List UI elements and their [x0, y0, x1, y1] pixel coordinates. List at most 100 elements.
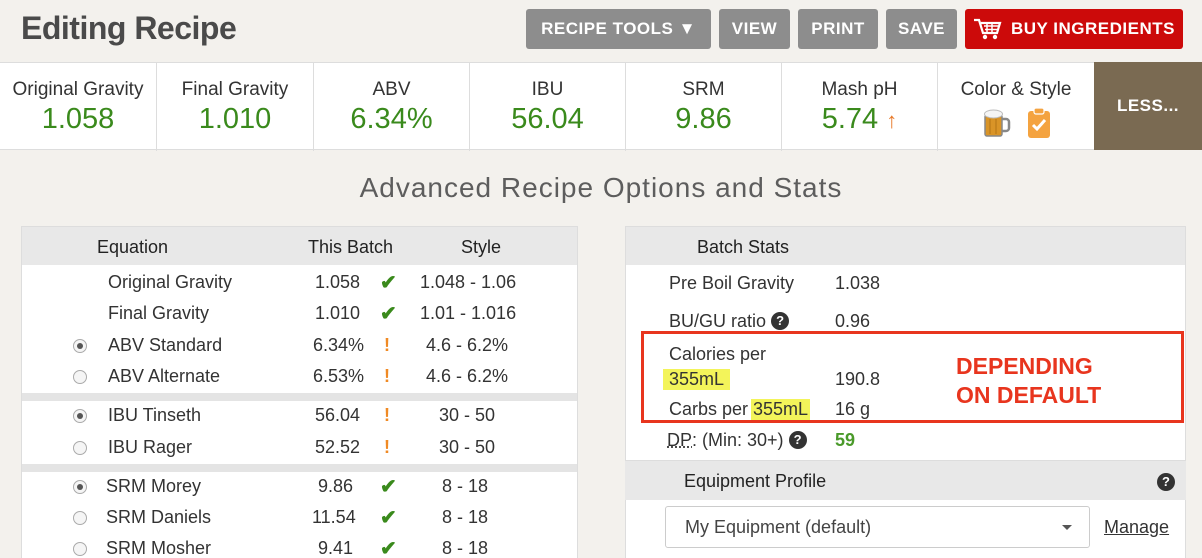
divider	[22, 393, 577, 401]
calories-value: 190.8	[835, 369, 881, 389]
row-style: 1.048 - 1.06	[420, 272, 517, 292]
row-name: IBU Tinseth	[108, 405, 202, 425]
row-style: 30 - 50	[439, 405, 496, 425]
this-batch-header: This Batch	[308, 237, 394, 257]
stat-fg-label: Final Gravity	[181, 79, 289, 100]
row-style: 8 - 18	[442, 507, 489, 527]
row-batch: 1.058	[315, 272, 361, 292]
batch-stats-title: Batch Stats	[697, 237, 790, 257]
warning-icon: !	[384, 437, 390, 457]
table-row: IBU Rager 52.52 ! 30 - 50	[22, 433, 577, 464]
stat-mash-ph: Mash pH 5.74 ↑	[782, 63, 938, 151]
chevron-down-icon	[1062, 525, 1072, 530]
table-row: ABV Standard 6.34% ! 4.6 - 6.2%	[22, 331, 577, 362]
style-header: Style	[461, 237, 502, 257]
row-batch: 9.41	[318, 538, 354, 558]
bugu-value: 0.96	[835, 311, 871, 331]
dp-abbr: DP	[667, 430, 693, 450]
row-style: 1.01 - 1.016	[420, 303, 517, 323]
table-row: Original Gravity 1.058 ✔ 1.048 - 1.06	[22, 268, 577, 299]
stat-srm-value: 9.86	[675, 103, 732, 135]
row-style: 4.6 - 6.2%	[426, 366, 509, 386]
table-row: SRM Daniels 11.54 ✔ 8 - 18	[22, 503, 577, 534]
pre-boil-row: Pre Boil Gravity 1.038	[626, 269, 1185, 300]
row-name: Final Gravity	[108, 303, 210, 323]
table-row: SRM Mosher 9.41 ✔ 8 - 18	[22, 534, 577, 558]
check-icon: ✔	[380, 538, 397, 558]
stat-srm-label: SRM	[682, 79, 725, 100]
stat-fg-value: 1.010	[198, 103, 272, 135]
row-batch: 9.86	[318, 476, 354, 496]
recipe-tools-button[interactable]: RECIPE TOOLS ▼	[526, 9, 711, 49]
row-name: Original Gravity	[108, 272, 233, 292]
row-name: SRM Mosher	[106, 538, 212, 558]
dp-value: 59	[835, 430, 856, 450]
stat-color-style: Color & Style	[938, 63, 1094, 151]
dp-row: DP: (Min: 30+) ? 59	[626, 426, 1185, 457]
clipboard-check-icon[interactable]	[1026, 107, 1052, 139]
help-icon[interactable]: ?	[1157, 473, 1175, 491]
view-button[interactable]: VIEW	[719, 9, 790, 49]
bugu-label: BU/GU ratio	[669, 311, 767, 331]
equation-panel: Equation This Batch Style Original Gravi…	[21, 226, 578, 558]
calories-unit: 355mL	[663, 369, 731, 390]
row-name: IBU Rager	[108, 437, 193, 457]
cart-icon	[974, 18, 1002, 40]
stat-abv: ABV 6.34%	[314, 63, 470, 151]
save-button[interactable]: SAVE	[886, 9, 957, 49]
stat-fg: Final Gravity 1.010	[157, 63, 314, 151]
less-button[interactable]: LESS...	[1094, 62, 1202, 150]
stat-abv-value: 6.34%	[350, 103, 433, 135]
manage-link[interactable]: Manage	[1104, 517, 1170, 537]
annotation-box	[641, 331, 1184, 423]
stat-ibu-value: 56.04	[511, 103, 584, 135]
srm-morey-radio[interactable]	[73, 480, 87, 494]
page-title: Editing Recipe	[21, 10, 237, 46]
calories-row: Calories per	[626, 340, 1185, 371]
color-style-icons	[938, 107, 1094, 139]
stat-mash-ph-value: 5.74	[821, 103, 879, 135]
table-row: IBU Tinseth 56.04 ! 30 - 50	[22, 401, 577, 432]
calories-row-2: 355mL 190.8	[626, 365, 1185, 396]
row-batch: 11.54	[312, 507, 356, 527]
row-batch: 6.53%	[313, 366, 365, 386]
row-style: 4.6 - 6.2%	[426, 335, 509, 355]
print-button[interactable]: PRINT	[798, 9, 878, 49]
check-icon: ✔	[380, 272, 397, 294]
equipment-select[interactable]: My Equipment (default)	[665, 506, 1090, 548]
help-icon[interactable]: ?	[788, 431, 807, 449]
calories-label: Calories per	[669, 344, 767, 364]
equipment-header: Equipment Profile ?	[625, 460, 1186, 500]
equation-header: Equation	[97, 237, 169, 257]
stat-srm: SRM 9.86	[626, 63, 782, 151]
row-style: 8 - 18	[442, 476, 489, 496]
srm-mosher-radio[interactable]	[73, 542, 87, 556]
table-row: Final Gravity 1.010 ✔ 1.01 - 1.016	[22, 299, 577, 330]
annotation-text: DEPENDING ON DEFAULT	[956, 352, 1101, 410]
dp-min: : (Min: 30+)	[692, 430, 784, 450]
warning-icon: !	[384, 335, 390, 355]
stat-og-label: Original Gravity	[12, 79, 144, 100]
stat-ibu: IBU 56.04	[470, 63, 626, 151]
carbs-label: Carbs per	[669, 399, 749, 419]
carbs-value: 16 g	[835, 399, 871, 419]
annotation-line-1: DEPENDING	[956, 353, 1093, 379]
equipment-title: Equipment Profile	[684, 471, 827, 491]
up-arrow-icon: ↑	[886, 108, 898, 133]
carbs-unit: 355mL	[751, 399, 811, 420]
row-batch: 6.34%	[313, 335, 365, 355]
abv-standard-radio[interactable]	[73, 339, 87, 353]
abv-alternate-radio[interactable]	[73, 370, 87, 384]
row-name: ABV Alternate	[108, 366, 221, 386]
beer-mug-icon[interactable]	[980, 107, 1012, 139]
table-row: ABV Alternate 6.53% ! 4.6 - 6.2%	[22, 362, 577, 393]
ibu-tinseth-radio[interactable]	[73, 409, 87, 423]
check-icon: ✔	[380, 507, 397, 529]
row-style: 30 - 50	[439, 437, 496, 457]
buy-ingredients-button[interactable]: BUY INGREDIENTS	[965, 9, 1183, 49]
ibu-rager-radio[interactable]	[73, 441, 87, 455]
bugu-row: BU/GU ratio ? 0.96	[626, 307, 1185, 338]
help-icon[interactable]: ?	[771, 312, 790, 330]
row-name: SRM Morey	[106, 476, 202, 496]
srm-daniels-radio[interactable]	[73, 511, 87, 525]
